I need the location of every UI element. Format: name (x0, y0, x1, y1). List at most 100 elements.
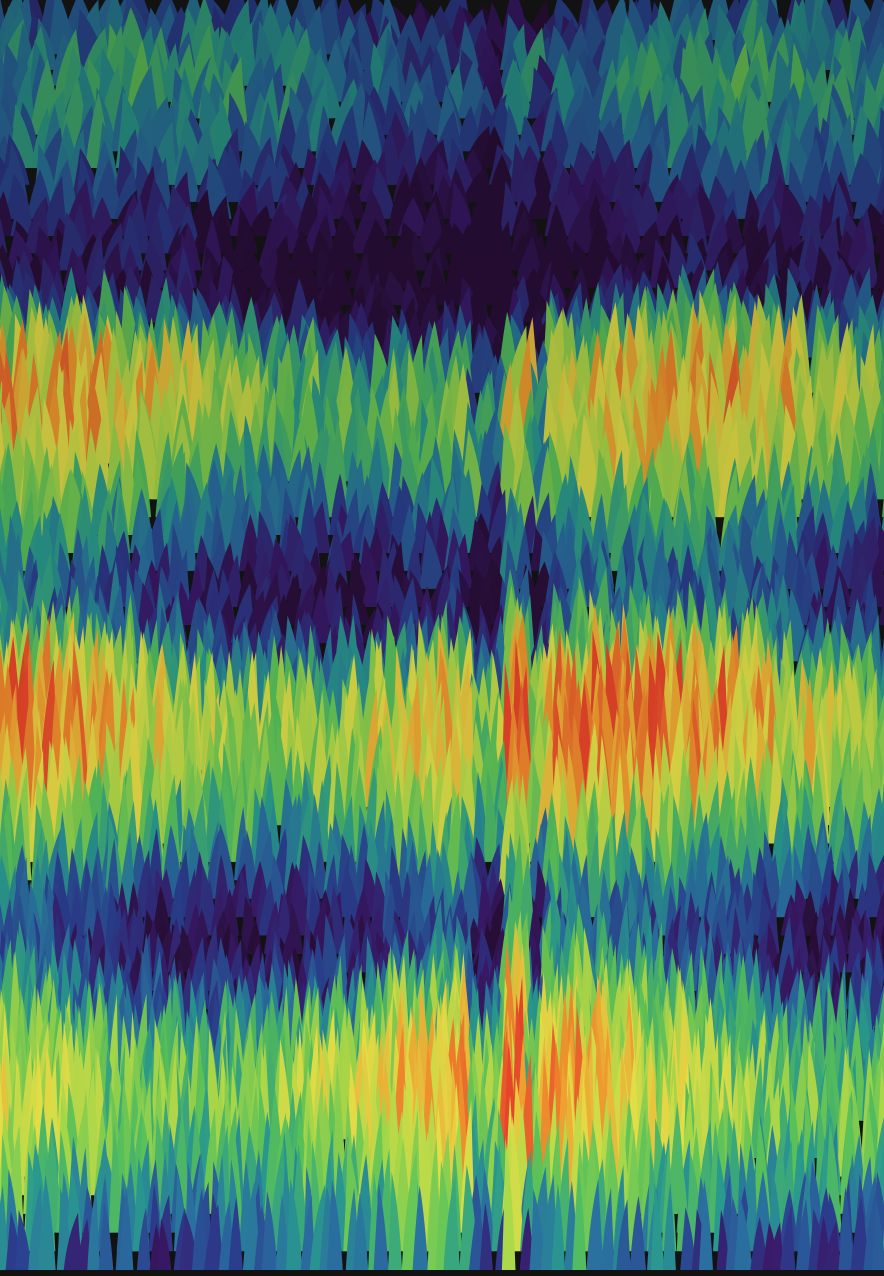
surface-spike (288, 229, 316, 271)
surface-spike (479, 1202, 493, 1270)
surface-spike (769, 1222, 785, 1270)
surface-spike (87, 1185, 101, 1270)
surface-spike (563, 200, 596, 254)
surface-spike (680, 1206, 697, 1270)
surface-spike (419, 528, 445, 589)
surface-spike (353, 1192, 369, 1270)
surface-spike (336, 221, 358, 271)
surface-spike (373, 1183, 389, 1270)
surface-spike (154, 542, 173, 589)
surface-spike (466, 518, 494, 571)
surface-spike (761, 901, 780, 954)
surface-spike (708, 883, 730, 954)
surface-spike (204, 1203, 224, 1270)
surface-spike (571, 485, 598, 571)
surface-spike (455, 105, 482, 152)
surface-spike (838, 1186, 854, 1270)
surface-spike (108, 1121, 122, 1233)
surface-spike (878, 600, 884, 625)
surface-spike (863, 851, 883, 918)
surface-spike (789, 916, 811, 973)
surface-spike (105, 837, 121, 918)
surface-spike (877, 408, 884, 500)
surface-spike (527, 181, 554, 219)
surface-spike (388, 540, 407, 589)
surface-spike (572, 1167, 587, 1270)
surface-spike (261, 1190, 278, 1270)
surface-spike (405, 533, 423, 589)
surface-spike (529, 1189, 546, 1270)
surface-spike (247, 205, 276, 236)
surface-spike (192, 1187, 208, 1270)
surface-spike (221, 143, 247, 202)
surface-spike (501, 1137, 516, 1270)
surface-spike (780, 1205, 796, 1270)
surface-spike (443, 1173, 460, 1270)
surface-spike (447, 180, 475, 236)
surface-spike (275, 1193, 289, 1270)
surface-spike (38, 1174, 56, 1270)
surface-spike (824, 1220, 842, 1270)
surface-spike (716, 1209, 730, 1270)
surface-spike (629, 1195, 646, 1270)
surface-spike (396, 247, 420, 288)
surface-spike (750, 1217, 768, 1270)
surface-spike (58, 211, 90, 271)
surface-spike (332, 104, 363, 168)
surface-spike (228, 180, 262, 236)
surface-spike (530, 156, 554, 202)
surface-spike (5, 229, 37, 271)
surface-spike (877, 854, 884, 899)
surface-spike (392, 129, 420, 185)
surface-spike (586, 1179, 604, 1270)
surface-spike (560, 523, 579, 589)
surface-spike (117, 213, 144, 271)
surface-spike (873, 175, 884, 219)
surface-spike (266, 538, 294, 589)
surface-spike (796, 1198, 812, 1270)
surface-spike (734, 1195, 753, 1270)
surface-spike (0, 191, 15, 236)
surface-spike (646, 139, 673, 202)
surface-spike (596, 17, 621, 86)
surface-spike (362, 566, 381, 607)
surface-spike (326, 158, 354, 202)
surface-spike (388, 1171, 403, 1270)
surface-spike (63, 1212, 83, 1270)
surface-spike (326, 1179, 343, 1270)
surface-spike (586, 829, 602, 918)
surface-spike (130, 126, 157, 185)
surface-spike (286, 1178, 303, 1270)
surface-spike (104, 420, 129, 518)
surface-spike (412, 1185, 429, 1270)
surface-spike (98, 1201, 114, 1270)
surface-spike (14, 1209, 32, 1270)
surface-spike (850, 1196, 870, 1270)
surface-spike (650, 1183, 664, 1270)
surface-spike (157, 1218, 172, 1270)
surface-spike (853, 158, 884, 219)
surface-spike (872, 1198, 884, 1270)
surface-spike (177, 493, 197, 571)
surface-spike (169, 867, 185, 936)
surface-spike (398, 278, 423, 323)
surface-spike (616, 1198, 631, 1270)
surface-spike (427, 256, 450, 306)
surface-spike (699, 1179, 713, 1270)
surface-spike (118, 1186, 134, 1270)
surface-spike (136, 1207, 151, 1270)
surface-spike (489, 272, 515, 323)
surface-spike (4, 1168, 20, 1252)
surface-spike (551, 1183, 566, 1270)
surface-spike (662, 1182, 676, 1270)
surface-spike (601, 1187, 615, 1270)
surface-spike (0, 1185, 9, 1270)
surface-spike (250, 175, 278, 219)
surface-spike (152, 885, 171, 936)
surface-spike (692, 834, 711, 918)
surface-spike (545, 224, 578, 271)
surface-spike (0, 217, 8, 254)
